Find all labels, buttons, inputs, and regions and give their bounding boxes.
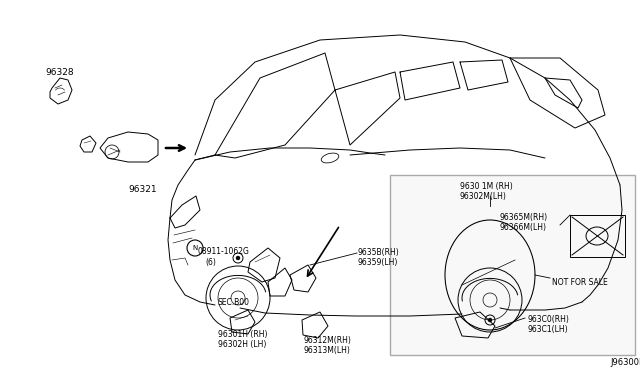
Text: 96366M(LH): 96366M(LH) — [500, 223, 547, 232]
Text: 96365M(RH): 96365M(RH) — [500, 213, 548, 222]
Text: SEC.B00: SEC.B00 — [218, 298, 250, 307]
Text: 963C1(LH): 963C1(LH) — [528, 325, 568, 334]
Text: 9635B(RH): 9635B(RH) — [358, 248, 400, 257]
Text: 96302H (LH): 96302H (LH) — [218, 340, 266, 349]
Text: 96313M(LH): 96313M(LH) — [303, 346, 350, 355]
Text: 96301H (RH): 96301H (RH) — [218, 330, 268, 339]
Text: 96328: 96328 — [45, 68, 74, 77]
Text: (6): (6) — [205, 258, 216, 267]
Text: 963C0(RH): 963C0(RH) — [528, 315, 570, 324]
Text: 96321: 96321 — [128, 185, 157, 194]
Circle shape — [236, 256, 240, 260]
Circle shape — [488, 318, 492, 322]
Text: 96312M(RH): 96312M(RH) — [303, 336, 351, 345]
Text: N: N — [193, 245, 198, 251]
Text: 96302M(LH): 96302M(LH) — [460, 192, 507, 201]
Text: 9630 1M (RH): 9630 1M (RH) — [460, 182, 513, 191]
Bar — [570, 215, 625, 257]
Text: 08911-1062G: 08911-1062G — [197, 247, 249, 256]
Bar — [390, 175, 635, 355]
Text: NOT FOR SALE: NOT FOR SALE — [552, 278, 608, 287]
Text: 96359(LH): 96359(LH) — [358, 258, 398, 267]
Text: J96300LY: J96300LY — [610, 358, 640, 367]
